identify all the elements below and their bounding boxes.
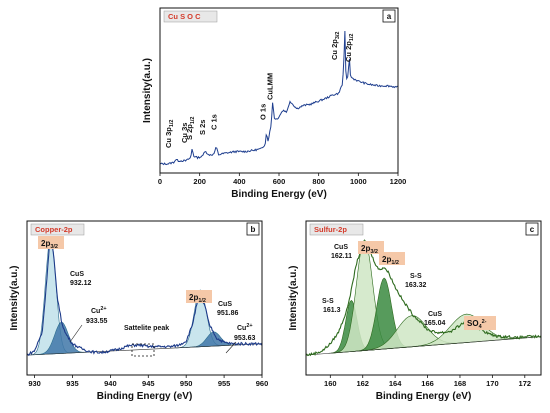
- x-tick-label: 168: [454, 379, 467, 388]
- x-tick-label: 1200: [390, 177, 407, 186]
- x-tick-label: 600: [273, 177, 286, 186]
- badge-label: SO42-: [467, 319, 487, 330]
- panel-a: 0 200 400 600 800 1000 1200 Binding Energy (eV)…: [142, 7, 407, 200]
- peak-label: CuLMM: [266, 73, 275, 100]
- x-tick-label: 960: [256, 379, 269, 388]
- badge-bg: [186, 290, 212, 303]
- y-axis-label: Intensity(a.u.): [9, 265, 20, 330]
- peak-value: 163.32: [405, 282, 427, 289]
- badge-bg: [464, 316, 496, 330]
- peak-value: 951.86: [217, 310, 239, 317]
- spectrum-line: [305, 240, 542, 357]
- x-tick-label: 1000: [350, 177, 367, 186]
- peak-label: O 1s: [258, 104, 267, 120]
- peak-label: S 2s: [198, 120, 207, 135]
- badge-bg: [38, 236, 64, 249]
- badge-label: 2p1/2: [189, 293, 206, 304]
- x-tick-label: 160: [324, 379, 337, 388]
- peak-label: S 2p1/2: [185, 117, 196, 141]
- x-axis-label: Binding Energy (eV): [376, 391, 472, 402]
- peak-label: Cu 2p1/2: [344, 34, 355, 63]
- badge-label: 2p3/2: [41, 239, 58, 250]
- x-tick-label: 935: [66, 379, 79, 388]
- peak-value: 165.04: [424, 320, 446, 327]
- x-tick-label: 166: [421, 379, 434, 388]
- panel-b: 930 935 940 945 950 955 960 Binding Energy (eV)…: [9, 220, 269, 402]
- x-axis-label: Binding Energy (eV): [97, 391, 193, 402]
- badge-label: 2p3/2: [361, 244, 378, 255]
- peak-label: Cu2+: [91, 306, 107, 315]
- x-tick-label: 930: [28, 379, 41, 388]
- x-axis-label: Binding Energy (eV): [231, 189, 327, 200]
- panel-letter-box: [525, 222, 539, 236]
- panel-tag: Sulfur-2p: [314, 225, 347, 234]
- x-tick-label: 400: [233, 177, 246, 186]
- y-axis-label: Intensity(a.u.): [142, 58, 153, 123]
- panel-c: 160 162 164 166 168 170 172 Binding Energy (eV)…: [288, 220, 542, 402]
- panel-letter: b: [251, 225, 256, 234]
- peak-label: Cu 2p3/2: [330, 32, 341, 61]
- peak-label: Cu 3p1/2: [164, 120, 175, 149]
- x-tick-label: 955: [218, 379, 231, 388]
- x-tick-label: 200: [193, 177, 206, 186]
- peak-label: CuS: [428, 311, 442, 318]
- panel-letter-box: [246, 222, 260, 236]
- spectrum-line: [26, 235, 263, 357]
- x-tick-label: 950: [180, 379, 193, 388]
- panel-tag: Cu S O C: [168, 12, 201, 21]
- panel-tag-box: [163, 10, 218, 23]
- x-tick-label: 172: [519, 379, 532, 388]
- peak-label: Cu2+: [237, 323, 253, 332]
- panel-letter: c: [530, 225, 535, 234]
- peak-label: C 1s: [209, 114, 218, 130]
- plot-frame: [26, 220, 263, 376]
- plot-frame: [159, 7, 399, 174]
- y-axis-label: Intensity(a.u.): [288, 265, 299, 330]
- peak-label: CuS: [334, 244, 348, 251]
- x-tick-label: 945: [142, 379, 155, 388]
- peak-label: CuS: [70, 271, 84, 278]
- peak-value: 162.11: [331, 253, 352, 260]
- leader-line: [69, 324, 83, 343]
- peak-label: Cu 3s: [180, 123, 189, 143]
- plot-frame: [305, 220, 542, 376]
- panel-tag: Copper-2p: [35, 225, 73, 234]
- satellite-box: [131, 343, 155, 357]
- peak-label: Sattelite peak: [124, 325, 169, 332]
- peak-label: S-S: [322, 298, 334, 305]
- badge-bg: [358, 241, 384, 254]
- x-tick-label: 164: [389, 379, 402, 388]
- peak-label: CuS: [218, 301, 232, 308]
- panel-tag-box: [309, 223, 364, 236]
- panel-letter: a: [387, 12, 392, 21]
- badge-label: 2p1/2: [382, 255, 399, 266]
- x-tick-label: 170: [486, 379, 499, 388]
- baseline-line: [26, 343, 263, 356]
- panel-letter-box: [382, 9, 396, 23]
- peak-value: 933.55: [86, 318, 108, 325]
- baseline-line: [305, 336, 542, 356]
- peak-value: 161.3: [323, 307, 341, 314]
- panel-tag-box: [30, 223, 85, 236]
- x-tick-label: 162: [356, 379, 369, 388]
- peak-value: 932.12: [70, 280, 92, 287]
- x-tick-label: 940: [104, 379, 117, 388]
- spectrum-line: [159, 30, 399, 166]
- badge-bg: [379, 252, 405, 265]
- x-tick-label: 0: [158, 177, 162, 186]
- peak-label: S-S: [410, 273, 422, 280]
- leader-line: [225, 341, 237, 354]
- peak-value: 953.63: [234, 335, 256, 342]
- x-tick-label: 800: [312, 177, 325, 186]
